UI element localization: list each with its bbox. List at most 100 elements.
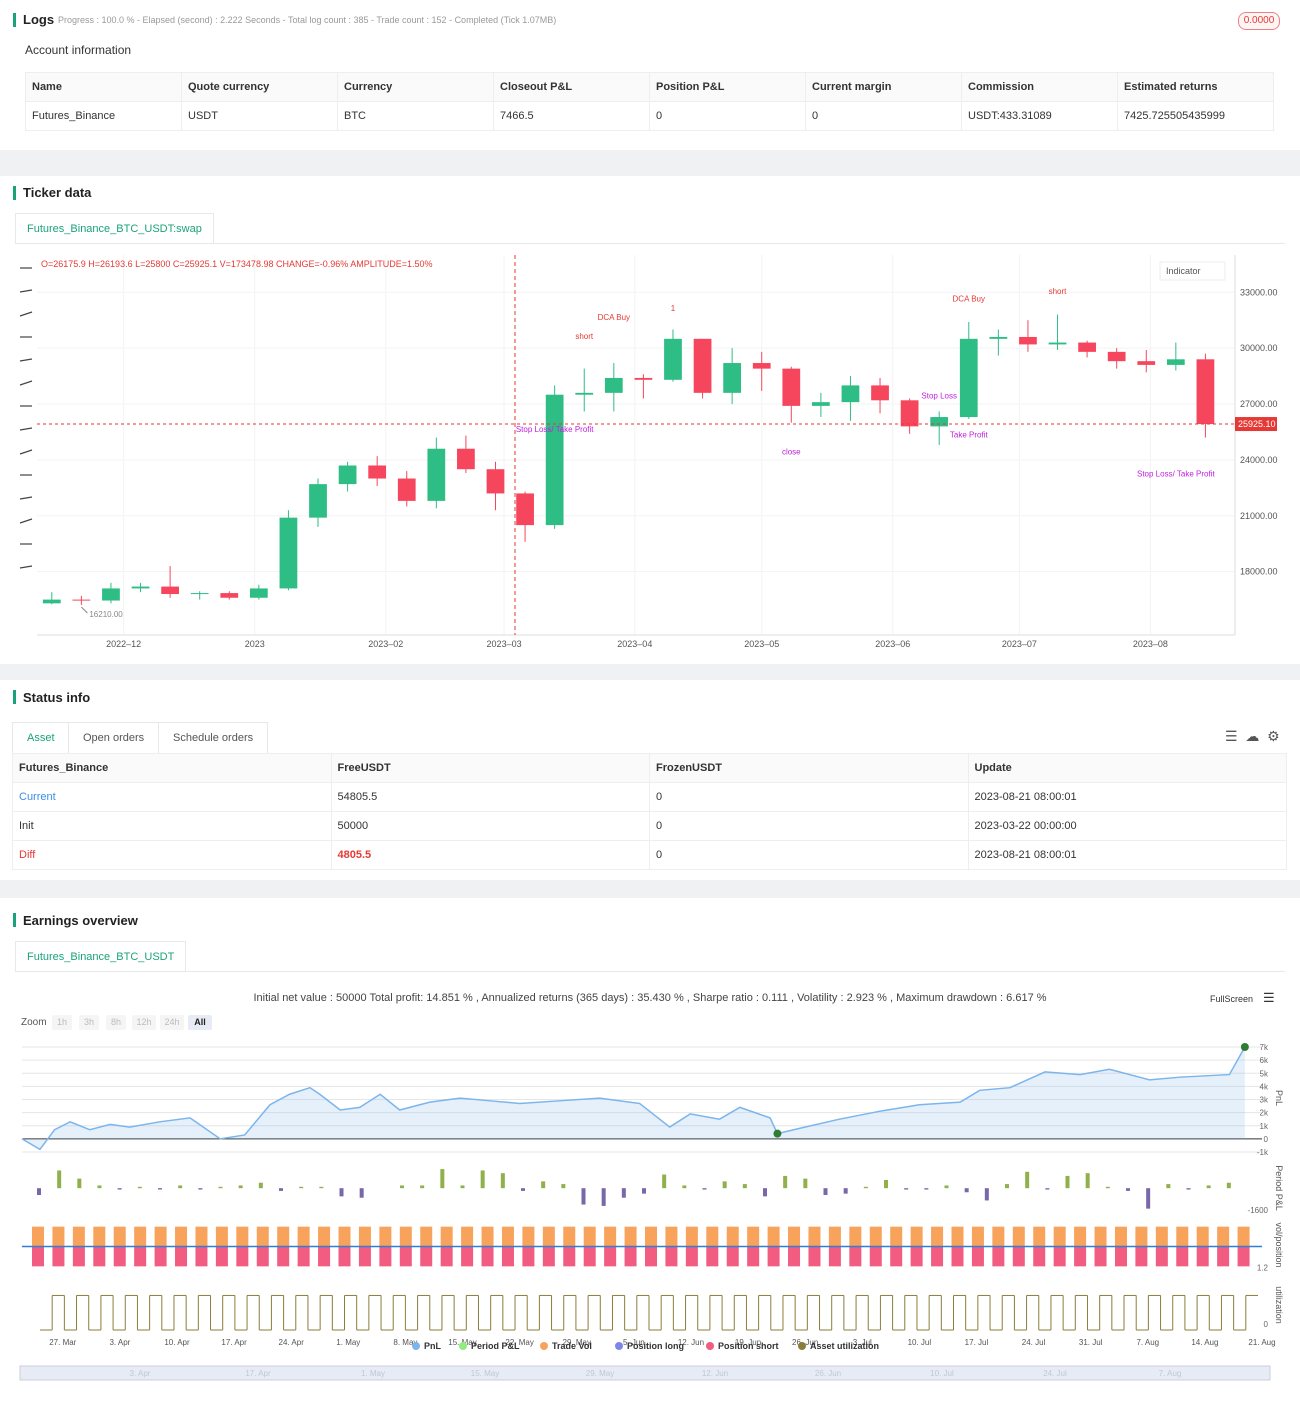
vol-bar xyxy=(195,1226,208,1247)
legend-swatch[interactable] xyxy=(706,1342,714,1350)
zoom-label: Zoom xyxy=(21,1017,47,1028)
candle-body xyxy=(368,465,387,479)
x-tick-label: 8. May xyxy=(393,1338,417,1347)
candle-body xyxy=(575,392,594,395)
period-bar xyxy=(460,1185,465,1189)
vol-bar xyxy=(665,1226,678,1247)
vol-bar xyxy=(1237,1246,1250,1267)
navigator-label: 7. Aug xyxy=(1159,1369,1182,1378)
period-bar xyxy=(1206,1185,1211,1189)
period-bar xyxy=(258,1182,263,1189)
candle-body xyxy=(1078,342,1096,352)
header-cell: FrozenUSDT xyxy=(649,753,969,783)
x-tick-label: 12. Jun xyxy=(678,1338,704,1347)
annotation: short xyxy=(575,332,594,341)
candle-body xyxy=(338,465,357,485)
zoom-button[interactable]: 1h xyxy=(52,1015,72,1030)
candle-body xyxy=(72,599,91,601)
cell: 50000 xyxy=(330,811,650,841)
earnings-tab[interactable]: Futures_Binance_BTC_USDT xyxy=(15,941,187,971)
ticker-title: Ticker data xyxy=(23,185,92,200)
legend-swatch[interactable] xyxy=(540,1342,548,1350)
period-bar xyxy=(1005,1184,1009,1189)
status-tab[interactable]: Schedule orders xyxy=(158,722,269,753)
legend-swatch[interactable] xyxy=(412,1342,420,1350)
vol-bar xyxy=(113,1226,126,1247)
legend-swatch[interactable] xyxy=(615,1342,623,1350)
vol-bar xyxy=(1135,1226,1148,1247)
vol-bar xyxy=(461,1246,474,1267)
vol-bar xyxy=(1033,1246,1046,1267)
candle-body xyxy=(900,400,919,427)
vol-bar xyxy=(420,1246,433,1267)
header-row: Name Quote currency Currency Closeout P&L Po… xyxy=(25,72,1274,102)
y-tick-label: 18000.00 xyxy=(1240,567,1278,577)
vol-bar xyxy=(726,1226,739,1247)
vol-bar xyxy=(645,1246,657,1267)
cell: 0 xyxy=(649,782,969,812)
pnl-marker xyxy=(773,1129,782,1138)
vol-bar xyxy=(645,1226,657,1247)
legend-swatch[interactable] xyxy=(459,1342,467,1350)
candle-body xyxy=(427,448,446,501)
indicator-button[interactable] xyxy=(1159,261,1226,281)
period-bar xyxy=(218,1186,223,1189)
navigator-label: 29. May xyxy=(586,1369,614,1378)
zoom-button[interactable]: 12h xyxy=(132,1015,156,1030)
period-bar xyxy=(1065,1175,1070,1189)
vol-bar xyxy=(583,1226,596,1247)
x-tick-label: 2023 xyxy=(245,639,265,649)
progress: Progress : 100.0 % - Elapsed (second) : … xyxy=(58,15,557,25)
zoom-button[interactable]: 3h xyxy=(79,1015,99,1030)
menu-icon[interactable]: ☰ xyxy=(1263,990,1275,1005)
cell: Futures_Binance xyxy=(25,101,182,131)
navigator-label: 12. Jun xyxy=(702,1369,728,1378)
header-cell: Current margin xyxy=(805,72,962,102)
period-bar xyxy=(77,1178,82,1189)
header-cell: Closeout P&L xyxy=(493,72,650,102)
period-bar xyxy=(581,1188,586,1205)
vol-bar xyxy=(931,1226,944,1247)
vol-bar xyxy=(52,1226,65,1247)
y-axis-title: utilization xyxy=(1274,1286,1284,1324)
period-bar xyxy=(57,1170,62,1189)
period-bar xyxy=(299,1186,304,1189)
last-price-box xyxy=(1235,417,1277,432)
period-bar xyxy=(97,1185,102,1189)
zoom-button[interactable]: All xyxy=(188,1015,212,1030)
ticker-tab[interactable]: Futures_Binance_BTC_USDT:swap xyxy=(15,213,214,243)
candle-body xyxy=(782,368,801,406)
vol-bar xyxy=(706,1246,719,1267)
navigator-label: 1. May xyxy=(361,1369,385,1378)
vol-bar xyxy=(1094,1246,1107,1267)
toolbar-icons[interactable]: ☰ ☁ ⚙ xyxy=(1225,728,1280,744)
vol-bar xyxy=(1176,1246,1189,1267)
cell: 7425.725505435999 xyxy=(1117,101,1274,131)
tool-icon xyxy=(19,565,33,569)
legend-swatch[interactable] xyxy=(798,1342,806,1350)
fullscreen[interactable]: FullScreen xyxy=(1210,994,1254,1004)
section-marker xyxy=(13,913,16,927)
vol-bar xyxy=(849,1226,862,1247)
period-bar xyxy=(863,1186,868,1189)
status-tab[interactable]: Open orders xyxy=(68,722,160,753)
zoom-button[interactable]: 24h xyxy=(160,1015,184,1030)
candle-body xyxy=(1019,336,1037,345)
period-bar xyxy=(339,1188,344,1197)
tool-icon xyxy=(19,427,33,431)
navigator-label: 15. May xyxy=(471,1369,499,1378)
zoom-button[interactable]: 8h xyxy=(106,1015,126,1030)
vol-bar xyxy=(1012,1226,1025,1247)
navigator[interactable] xyxy=(19,1365,1271,1381)
x-tick-label: 24. Apr xyxy=(279,1338,305,1347)
navigator-label: 24. Jul xyxy=(1043,1369,1067,1378)
vol-bar xyxy=(1074,1246,1087,1267)
cell: USDT xyxy=(181,101,338,131)
cell: Diff xyxy=(12,840,332,870)
candle-body xyxy=(871,385,889,401)
period-bar xyxy=(803,1178,808,1189)
vol-bar xyxy=(747,1226,760,1247)
period-bar xyxy=(1025,1171,1030,1189)
section-marker xyxy=(13,690,16,704)
